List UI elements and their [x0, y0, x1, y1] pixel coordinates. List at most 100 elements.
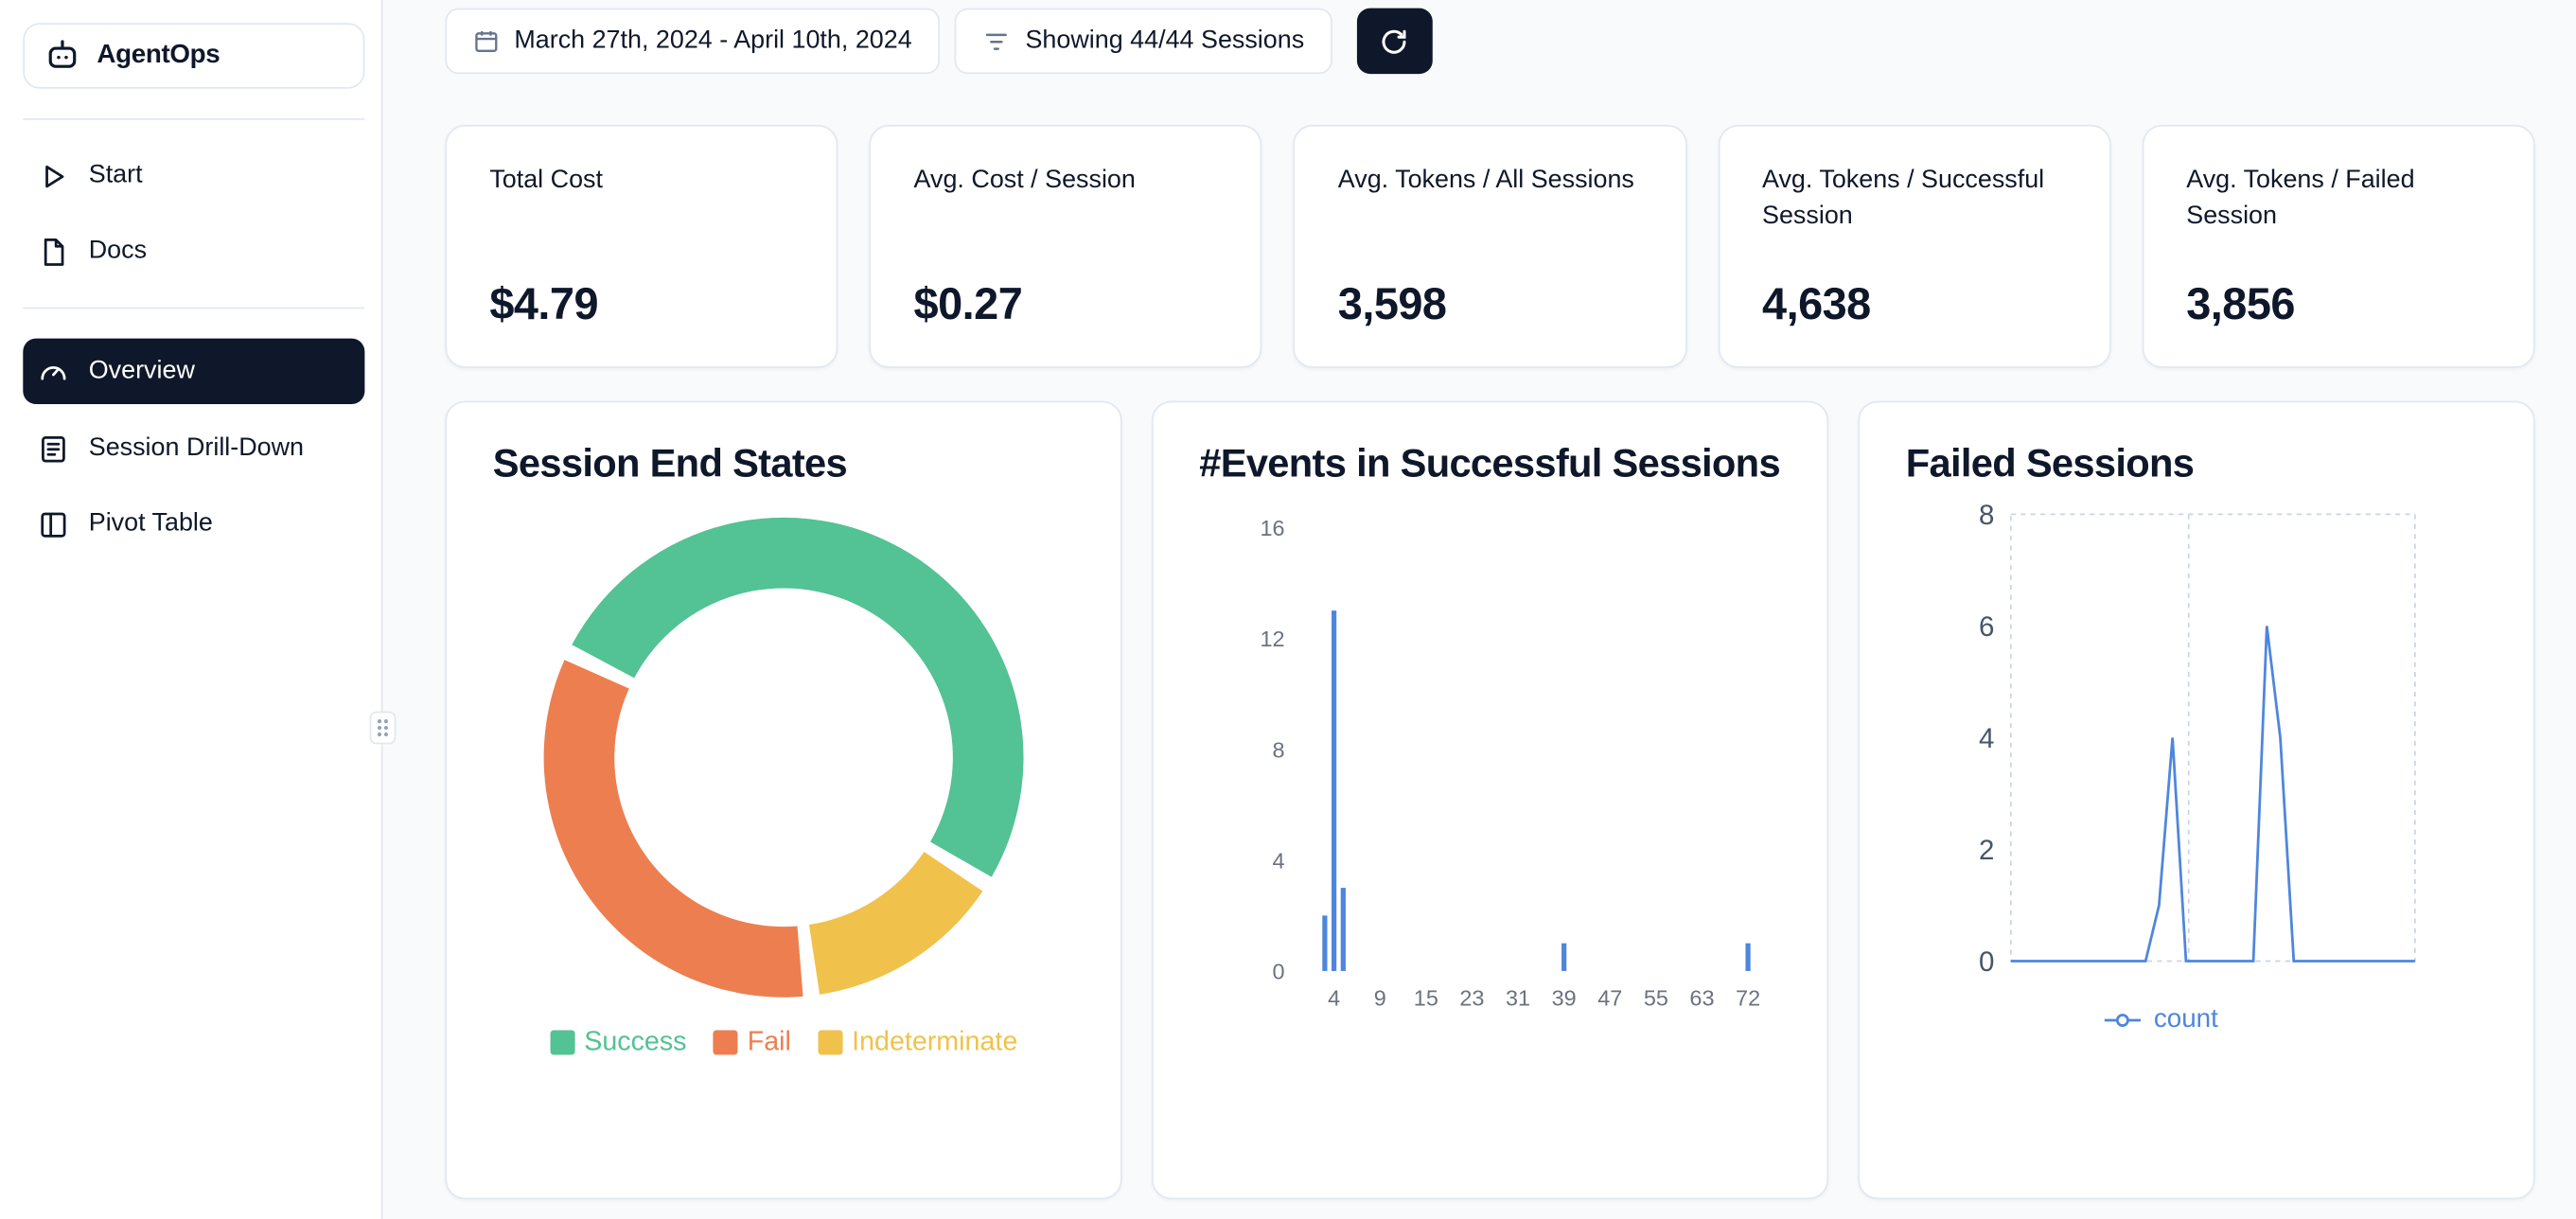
stat-title: Avg. Cost / Session — [913, 166, 1136, 194]
events-histogram-card: #Events in Successful Sessions 0 4 8 12 16 4 9… — [1151, 400, 1829, 1200]
tick-label: 63 — [1689, 986, 1714, 1011]
nav-label: Overview — [88, 356, 195, 385]
stat-title: Avg. Tokens / All Sessions — [1337, 166, 1634, 194]
line-chart-legend: count — [2103, 1006, 2487, 1035]
grip-dots-icon — [377, 719, 389, 737]
tick-label: 0 — [1272, 960, 1284, 984]
tick-label: 8 — [1979, 500, 1994, 531]
legend-swatch — [713, 1030, 738, 1056]
count-line — [2010, 626, 2415, 963]
tick-label: 2 — [1979, 835, 1994, 866]
sidebar-item-pivot-table[interactable]: Pivot Table — [23, 498, 364, 551]
tick-label: 39 — [1552, 986, 1577, 1011]
nav-label: Pivot Table — [88, 509, 213, 538]
tick-label: 72 — [1736, 986, 1760, 1011]
sidebar-resize-handle[interactable] — [369, 711, 397, 745]
legend-label: Fail — [747, 1027, 791, 1057]
sidebar-nav-secondary: Overview Session Drill-Down Pivot Table — [23, 338, 365, 551]
stat-value: 3,856 — [2186, 279, 2295, 329]
session-end-states-card: Session End States Success Fail Indetermin… — [445, 400, 1122, 1200]
stat-title: Avg. Tokens / Failed Session — [2186, 166, 2415, 231]
session-list-icon — [38, 433, 69, 464]
date-range-label: March 27th, 2024 - April 10th, 2024 — [514, 26, 912, 55]
chart-title: Session End States — [492, 441, 848, 486]
agentops-logo-icon — [44, 38, 80, 74]
stat-card-avg-tokens-failed: Avg. Tokens / Failed Session 3,856 — [2142, 124, 2535, 368]
stat-value: 3,598 — [1337, 279, 1447, 329]
failed-sessions-card: Failed Sessions 8 6 4 2 0 count — [1858, 400, 2535, 1200]
bar — [1332, 610, 1337, 972]
sessions-filter-label: Showing 44/44 Sessions — [1025, 26, 1305, 55]
line-chart: 8 6 4 2 0 — [1935, 495, 2487, 1006]
legend-label: count — [2153, 1005, 2218, 1034]
logo[interactable]: AgentOps — [23, 23, 365, 89]
charts-row: Session End States Success Fail Indetermin… — [445, 400, 2535, 1200]
legend-item-fail: Fail — [713, 1028, 791, 1059]
app-name: AgentOps — [97, 41, 221, 69]
tick-label: 0 — [1979, 947, 1994, 979]
stat-card-total-cost: Total Cost $4.79 — [445, 124, 838, 368]
nav-label: Start — [88, 161, 143, 189]
stat-value: $0.27 — [913, 279, 1023, 329]
tick-label: 4 — [1979, 723, 1994, 754]
chart-title: Failed Sessions — [1905, 441, 2195, 486]
filter-icon — [982, 27, 1011, 56]
plot-frame — [2009, 514, 2416, 963]
tick-label: 16 — [1260, 516, 1284, 540]
sidebar-item-overview[interactable]: Overview — [23, 338, 365, 405]
tick-label: 31 — [1506, 986, 1530, 1011]
tick-label: 47 — [1597, 986, 1622, 1011]
stat-card-avg-tokens-successful: Avg. Tokens / Successful Session 4,638 — [1718, 124, 2111, 368]
divider — [23, 307, 365, 309]
gauge-icon — [38, 356, 69, 387]
sidebar-item-start[interactable]: Start — [23, 150, 364, 203]
bar — [1322, 915, 1328, 972]
line-svg: 8 6 4 2 0 — [1979, 500, 2416, 979]
toolbar: March 27th, 2024 - April 10th, 2024 Show… — [445, 8, 2534, 75]
tick-label: 15 — [1414, 986, 1438, 1011]
donut-svg — [543, 518, 1024, 998]
pivot-table-icon — [38, 508, 69, 539]
bar — [1340, 888, 1346, 972]
stat-title: Avg. Tokens / Successful Session — [1762, 166, 2045, 231]
chart-title: #Events in Successful Sessions — [1199, 441, 1780, 486]
sidebar-item-docs[interactable]: Docs — [23, 225, 364, 278]
refresh-icon — [1379, 26, 1410, 57]
sessions-filter-button[interactable]: Showing 44/44 Sessions — [954, 8, 1332, 75]
main-content: March 27th, 2024 - April 10th, 2024 Show… — [382, 0, 2576, 1219]
stats-row: Total Cost $4.79 Avg. Cost / Session $0.… — [445, 124, 2535, 368]
calendar-icon — [473, 28, 500, 55]
donut-legend: Success Fail Indeterminate — [493, 1028, 1075, 1059]
sidebar-nav-primary: Start Docs — [23, 150, 364, 277]
tick-label: 8 — [1272, 738, 1284, 763]
refresh-button[interactable] — [1356, 8, 1433, 75]
date-range-button[interactable]: March 27th, 2024 - April 10th, 2024 — [445, 8, 941, 75]
stat-card-avg-cost-session: Avg. Cost / Session $0.27 — [869, 124, 1262, 368]
legend-swatch — [817, 1030, 842, 1056]
bar-svg: 0 4 8 12 16 4 9 15 23 31 39 47 55 63 72 — [1260, 516, 1760, 1011]
stat-value: 4,638 — [1762, 279, 1871, 329]
stat-card-avg-tokens-all: Avg. Tokens / All Sessions 3,598 — [1293, 124, 1687, 368]
tick-label: 23 — [1459, 986, 1484, 1011]
stat-title: Total Cost — [489, 166, 603, 194]
nav-label: Session Drill-Down — [88, 433, 305, 462]
bar — [1745, 944, 1751, 972]
bar-chart: 0 4 8 12 16 4 9 15 23 31 39 47 55 63 72 — [1232, 502, 1781, 1029]
document-icon — [38, 236, 69, 267]
play-icon — [38, 160, 69, 191]
legend-item-indeterminate: Indeterminate — [817, 1028, 1017, 1059]
tick-label: 4 — [1328, 986, 1340, 1011]
legend-item-success: Success — [549, 1027, 687, 1059]
sidebar-item-session-drill-down[interactable]: Session Drill-Down — [23, 422, 364, 475]
tick-label: 9 — [1374, 986, 1386, 1011]
tick-label: 55 — [1644, 986, 1668, 1011]
donut-chart — [493, 511, 1075, 1004]
bar — [1561, 944, 1567, 972]
tick-label: 6 — [1979, 611, 1994, 643]
stat-value: $4.79 — [489, 279, 599, 329]
divider — [23, 117, 365, 120]
sidebar: AgentOps Start Docs — [0, 0, 383, 1219]
legend-marker-icon — [2103, 1013, 2143, 1029]
legend-label: Success — [584, 1027, 687, 1057]
